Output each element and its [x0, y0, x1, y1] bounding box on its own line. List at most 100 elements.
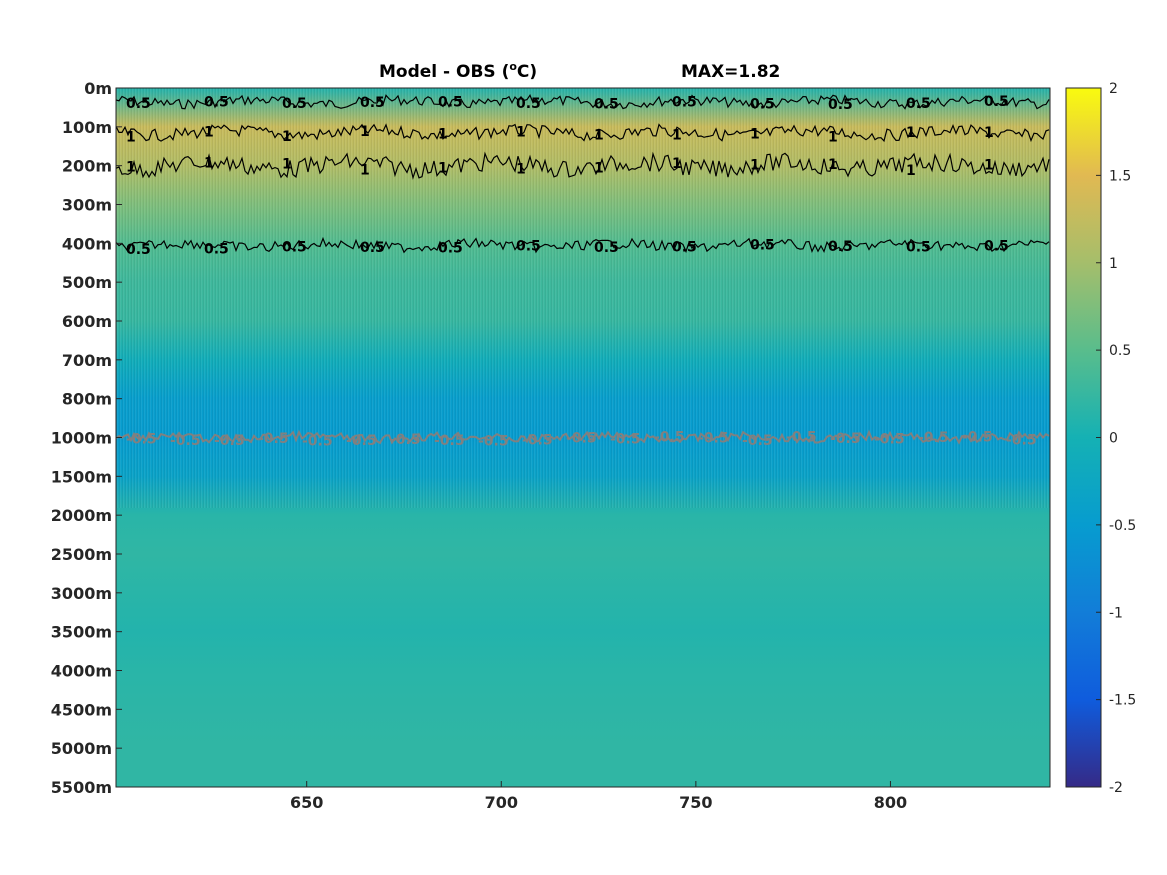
- x-tick-label: 650: [290, 793, 323, 812]
- contour-label: 1: [906, 163, 916, 179]
- contour-label: -0.5: [478, 433, 509, 449]
- contour-label: 1: [906, 125, 916, 141]
- x-tick-label: 700: [485, 793, 518, 812]
- contour-label: 0.5: [828, 97, 853, 113]
- y-tick-label: 800m: [62, 390, 112, 409]
- contour-label: -0.5: [654, 430, 685, 446]
- contour-label: 1: [672, 156, 682, 172]
- contour-label: 1: [984, 158, 994, 174]
- contour-label: -0.5: [346, 433, 377, 449]
- contour-label: 0.5: [672, 239, 697, 255]
- x-axis: 650 700 750 800: [290, 781, 907, 812]
- colorbar-tick-label: -2: [1109, 780, 1123, 796]
- y-tick-label: 0m: [84, 79, 112, 98]
- contour-label: 1: [672, 128, 682, 144]
- y-tick-label: 2500m: [51, 545, 112, 564]
- contour-lines: 0.5 0.5 0.5 0.5 0.5 0.5 0.5 0.5 0.5 0.5 0.5 0.5 1 1 1 1…: [115, 94, 1050, 449]
- y-tick-label: 1000m: [51, 429, 112, 448]
- contour-label: 1: [204, 155, 214, 171]
- contour-label: 0.5: [516, 96, 541, 112]
- contour-label: -0.5: [566, 430, 597, 446]
- colorbar-tick-label: 1: [1109, 256, 1118, 272]
- contour-label: -0.5: [610, 431, 641, 447]
- contour-label: -0.5: [830, 431, 861, 447]
- contour-label: 1: [360, 124, 370, 140]
- contour-label: 0.5: [984, 94, 1009, 110]
- contour-label: 0.5: [282, 96, 307, 112]
- contour-line: [115, 236, 1050, 254]
- contour-label: 0.5: [360, 95, 385, 111]
- contour-label: -0.5: [258, 431, 289, 447]
- contour-label: 1: [594, 161, 604, 177]
- contour-label: -0.5: [302, 433, 333, 449]
- colorbar-tick-label: 1.5: [1109, 168, 1131, 184]
- contour-label: 0.5: [828, 239, 853, 255]
- contour-label: -0.5: [918, 430, 949, 446]
- contour-label: 0.5: [516, 238, 541, 254]
- contour-label: -0.5: [962, 430, 993, 446]
- colorbar-gradient-bar: [1065, 87, 1102, 788]
- contour-label: 0.5: [984, 239, 1009, 255]
- x-tick-label: 800: [874, 793, 907, 812]
- contour-label: 0.5: [360, 240, 385, 256]
- contour-label: 0.5: [672, 95, 697, 111]
- contour-line: [115, 151, 1050, 180]
- contour-label: -0.5: [786, 430, 817, 446]
- chart-title: Model - OBS (oC): [379, 60, 537, 82]
- contour-label: 0.5: [204, 94, 229, 110]
- y-tick-label: 4000m: [51, 662, 112, 681]
- y-tick-label: 100m: [62, 118, 112, 137]
- contour-label: 1: [204, 124, 214, 140]
- contour-line: [115, 123, 1050, 143]
- colorbar-tick-label: -0.5: [1109, 518, 1136, 534]
- colorbar-tick-label: -1.5: [1109, 693, 1136, 709]
- plot-area: 0.5 0.5 0.5 0.5 0.5 0.5 0.5 0.5 0.5 0.5 0.5 0.51 1 1 1…: [51, 79, 1051, 812]
- contour-label: 0.5: [438, 241, 463, 257]
- y-tick-label: 500m: [62, 273, 112, 292]
- contour-label: 0.5: [594, 96, 619, 112]
- y-tick-label: 600m: [62, 312, 112, 331]
- contour-label: -0.5: [390, 432, 421, 448]
- y-axis: 0m 100m 200m 300m 400m 500m 600m 700m 800m 1000m 1…: [51, 79, 122, 797]
- colorbar-tick-label: 0: [1109, 431, 1118, 447]
- y-tick-label: 400m: [62, 234, 112, 253]
- contour-label: 0.5: [750, 96, 775, 112]
- y-tick-label: 2000m: [51, 506, 112, 525]
- colorbar-tick-label: 2: [1109, 81, 1118, 97]
- contour-label: -0.5: [742, 433, 773, 449]
- contour-label: -0.5: [126, 432, 157, 448]
- contour-label: -0.5: [698, 430, 729, 446]
- contour-label: -0.5: [874, 431, 905, 447]
- contour-label: 1: [750, 126, 760, 142]
- contour-label: 1: [594, 127, 604, 143]
- contour-label: 1: [516, 162, 526, 178]
- contour-label: -0.5: [522, 432, 553, 448]
- contour-label: 0.5: [906, 96, 931, 112]
- y-tick-label: 4500m: [51, 700, 112, 719]
- contour-label: 0.5: [438, 95, 463, 111]
- contour-label: 1: [126, 130, 136, 146]
- contour-label: 0.5: [282, 239, 307, 255]
- y-tick-label: 5000m: [51, 739, 112, 758]
- contour-label: 1: [282, 157, 292, 173]
- y-tick-label: 700m: [62, 351, 112, 370]
- contour-label: 1: [438, 126, 448, 142]
- y-tick-label: 5500m: [51, 778, 112, 797]
- contour-label: 1: [750, 158, 760, 174]
- contour-label: 1: [438, 161, 448, 177]
- colorbar-ticks: 2 1.5 1 0.5 0 -0.5 -1 -1.5 -2: [1096, 81, 1136, 796]
- contour-line: [115, 429, 1050, 445]
- max-value-label: MAX=1.82: [681, 62, 780, 82]
- contour-label: 1: [984, 125, 994, 141]
- contour-line: [115, 94, 1050, 110]
- colorbar-tick-label: -1: [1109, 605, 1123, 621]
- contour-label: 1: [828, 129, 838, 145]
- y-tick-label: 1500m: [51, 467, 112, 486]
- contour-label: 1: [516, 125, 526, 141]
- contour-label: 0.5: [594, 240, 619, 256]
- contour-label: 0.5: [126, 96, 151, 112]
- contour-label: 1: [828, 157, 838, 173]
- contour-label: -0.5: [170, 433, 201, 449]
- contour-label: 0.5: [204, 242, 229, 258]
- colorbar: 2 1.5 1 0.5 0 -0.5 -1 -1.5 -2: [1065, 81, 1136, 796]
